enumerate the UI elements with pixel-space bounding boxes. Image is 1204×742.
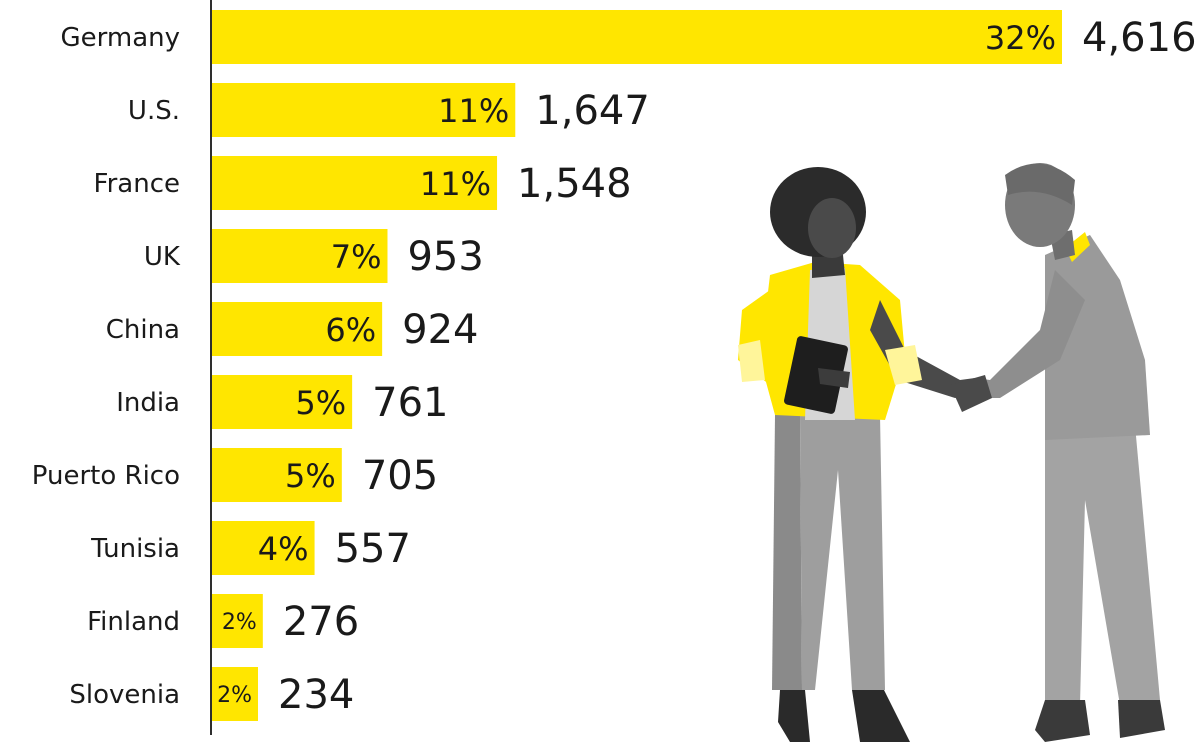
category-label: India (116, 388, 180, 418)
percent-label: 7% (331, 238, 382, 276)
category-label: Puerto Rico (32, 461, 180, 491)
percent-label: 2% (217, 683, 252, 708)
value-label: 1,647 (535, 88, 650, 134)
percent-label: 6% (325, 311, 376, 349)
woman-figure (738, 167, 975, 742)
bar (212, 10, 1062, 64)
value-label: 1,548 (517, 161, 632, 207)
value-label: 234 (278, 672, 354, 718)
category-label: China (106, 315, 180, 345)
percent-label: 32% (985, 19, 1056, 57)
bar (212, 83, 516, 137)
percent-label: 5% (295, 384, 346, 422)
value-label: 761 (372, 380, 448, 426)
man-figure (950, 163, 1165, 742)
value-label: 4,616 (1082, 15, 1197, 61)
category-label: UK (144, 242, 181, 272)
bar (212, 229, 388, 283)
category-label: Tunisia (90, 534, 180, 564)
value-label: 276 (283, 599, 359, 645)
percent-label: 4% (258, 530, 309, 568)
category-label: Slovenia (69, 680, 180, 710)
bar (212, 156, 498, 210)
percent-label: 11% (438, 92, 509, 130)
bar (212, 521, 315, 575)
bar (212, 667, 258, 721)
bar (212, 375, 353, 429)
handshake-illustration (738, 163, 1165, 742)
percent-label: 5% (285, 457, 336, 495)
bar (212, 302, 383, 356)
percent-label: 2% (222, 610, 257, 635)
bar (212, 594, 263, 648)
value-label: 705 (362, 453, 438, 499)
value-label: 557 (335, 526, 411, 572)
category-label: France (94, 169, 180, 199)
value-label: 924 (402, 307, 478, 353)
category-label: U.S. (128, 96, 180, 126)
bar (212, 448, 342, 502)
percent-label: 11% (420, 165, 491, 203)
category-label: Finland (87, 607, 180, 637)
value-label: 953 (407, 234, 483, 280)
category-label: Germany (60, 23, 180, 53)
